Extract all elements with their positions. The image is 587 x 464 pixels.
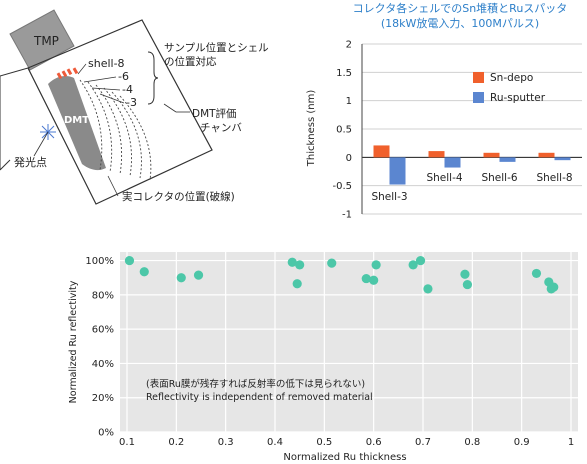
scatter-point bbox=[415, 255, 426, 266]
bar-legend: Sn-depo Ru-sputter bbox=[473, 72, 546, 104]
tmp-label: TMP bbox=[33, 34, 59, 48]
scatter-x-tick-label: 0.6 bbox=[366, 437, 382, 448]
bar-chart-subtitle: (18kW放電入力、100Mパルス) bbox=[381, 16, 539, 30]
scatter-point bbox=[549, 282, 559, 292]
scatter-point bbox=[176, 273, 186, 283]
legend-swatch-sn-depo bbox=[473, 72, 484, 83]
scatter-chart: 100% 80% 60% 40% 20% 0% 0.1 0.2 0.3 0.4 0.5 0.6 0.7… bbox=[68, 252, 578, 463]
tmp-pump: TMP bbox=[9, 9, 75, 71]
chamber-diagram: TMP DMT shell-8 -6 -4 -3 bbox=[0, 9, 269, 205]
scatter-point bbox=[371, 260, 381, 270]
bar-y-tick-label: 1 bbox=[346, 96, 352, 107]
legend-label-sn-depo: Sn-depo bbox=[490, 72, 533, 84]
shell-brace bbox=[147, 51, 159, 105]
scatter-y-tick-label: 100% bbox=[85, 256, 114, 267]
bar-sn-depo-shell-4 bbox=[428, 151, 445, 158]
bar-ru-sputter-shell-3 bbox=[389, 157, 406, 185]
scatter-y-axis-label: Normalized Ru reflectivity bbox=[68, 280, 79, 403]
scatter-point bbox=[423, 284, 433, 294]
scatter-y-tick-label: 0% bbox=[98, 428, 114, 439]
collector-shells bbox=[79, 79, 152, 181]
bar-category-labels: Shell-3 Shell-4 Shell-6 Shell-8 bbox=[371, 172, 572, 203]
bar-grid bbox=[361, 43, 582, 215]
scatter-point bbox=[193, 270, 204, 280]
scatter-x-ticks: 0.1 0.2 0.3 0.4 0.5 0.6 0.7 0.8 0.9 1 bbox=[119, 437, 574, 448]
bar-y-ticks: 2 1.5 1 0.5 0 -0.5 -1 bbox=[332, 40, 352, 221]
dmt-label: DMT bbox=[64, 115, 89, 126]
bar-y-axis-label: Thickness (nm) bbox=[306, 90, 317, 168]
scatter-y-tick-label: 20% bbox=[92, 393, 114, 404]
bar-sn-depo-shell-6 bbox=[483, 152, 500, 158]
bar-ru-sputter-shell-6 bbox=[499, 157, 516, 162]
scatter-y-tick-label: 40% bbox=[92, 359, 114, 370]
scatter-y-tick-label: 60% bbox=[92, 325, 114, 336]
bar-sn-depo-shell-3 bbox=[373, 145, 390, 158]
scatter-point bbox=[369, 275, 379, 285]
scatter-points bbox=[124, 255, 559, 294]
annotation-shell-position-line2: の位置対応 bbox=[164, 55, 217, 68]
bar-y-tick-label: 2 bbox=[346, 40, 352, 51]
scatter-point bbox=[287, 257, 297, 267]
chamber-outline bbox=[27, 19, 213, 205]
bar-ru-sputter-shell-8 bbox=[554, 157, 571, 161]
scatter-point bbox=[531, 268, 542, 279]
scatter-plot-area bbox=[120, 252, 578, 432]
bar-y-tick-label: 1.5 bbox=[336, 68, 352, 79]
bar-category-label: Shell-8 bbox=[536, 172, 572, 184]
scatter-y-tick-label: 80% bbox=[92, 290, 114, 301]
bar-category-label: Shell-4 bbox=[426, 172, 462, 184]
scatter-point bbox=[361, 273, 371, 284]
bar-y-tick-label: 0 bbox=[346, 153, 352, 164]
scatter-point bbox=[460, 269, 470, 279]
dmt-body bbox=[48, 76, 106, 171]
scatter-x-tick-label: 0.3 bbox=[218, 437, 234, 448]
shell-label-4: -4 bbox=[122, 83, 133, 96]
scatter-x-tick-label: 0.7 bbox=[415, 437, 431, 448]
scatter-grid bbox=[120, 252, 578, 433]
scatter-x-axis-label: Normalized Ru thickness bbox=[283, 452, 406, 463]
scatter-x-tick-label: 0.9 bbox=[514, 437, 530, 448]
shell-label-3: -3 bbox=[126, 96, 137, 109]
sample-markers bbox=[56, 67, 79, 80]
scatter-point bbox=[327, 258, 337, 268]
shell-labels: shell-8 -6 -4 -3 bbox=[88, 57, 137, 109]
scatter-point bbox=[292, 279, 302, 289]
scatter-y-ticks: 100% 80% 60% 40% 20% 0% bbox=[85, 256, 114, 438]
annotation-chamber-line1: DMT評価 bbox=[192, 107, 237, 120]
shell-label-8: shell-8 bbox=[88, 57, 125, 70]
bar-ru-sputter-shell-4 bbox=[444, 157, 461, 168]
legend-swatch-ru-sputter bbox=[473, 92, 484, 103]
annotation-shell-position-line1: サンプル位置とシェル bbox=[164, 41, 269, 54]
bar-sn-depo-shell-8 bbox=[538, 152, 555, 158]
scatter-x-tick-label: 0.4 bbox=[267, 437, 283, 448]
scatter-point bbox=[408, 260, 418, 270]
scatter-point bbox=[139, 267, 149, 277]
annotation-chamber-line2: チャンバ bbox=[200, 122, 242, 134]
scatter-point bbox=[124, 255, 135, 266]
bar-marks bbox=[373, 145, 571, 185]
annotation-emission-point: 発光点 bbox=[14, 155, 47, 169]
scatter-x-tick-label: 0.5 bbox=[316, 437, 332, 448]
bar-category-label: Shell-6 bbox=[481, 172, 517, 184]
scatter-annotation-ja: (表面Ru膜が残存すれば反射率の低下は見られない) bbox=[146, 378, 365, 390]
shell-label-6: -6 bbox=[118, 70, 129, 83]
bar-y-tick-label: 0.5 bbox=[336, 125, 352, 136]
scatter-point bbox=[295, 260, 305, 270]
scatter-x-tick-label: 0.2 bbox=[168, 437, 184, 448]
scatter-annotation-en: Reflectivity is independent of removed m… bbox=[146, 392, 373, 403]
scatter-x-tick-label: 0.1 bbox=[119, 437, 135, 448]
scatter-x-tick-label: 0.8 bbox=[464, 437, 480, 448]
bar-chart: コレクタ各シェルでのSn堆積とRuスパッタ (18kW放電入力、100Mパルス)… bbox=[306, 1, 582, 221]
annotation-collector: 実コレクタの位置(破線) bbox=[122, 190, 235, 203]
bar-chart-title: コレクタ各シェルでのSn堆積とRuスパッタ bbox=[353, 1, 568, 15]
scatter-point bbox=[462, 279, 472, 290]
bar-y-tick-label: -0.5 bbox=[332, 181, 352, 192]
legend-label-ru-sputter: Ru-sputter bbox=[490, 92, 546, 104]
bar-category-label: Shell-3 bbox=[371, 191, 407, 203]
bar-y-tick-label: -1 bbox=[342, 210, 352, 221]
scatter-x-tick-label: 1 bbox=[568, 437, 574, 448]
